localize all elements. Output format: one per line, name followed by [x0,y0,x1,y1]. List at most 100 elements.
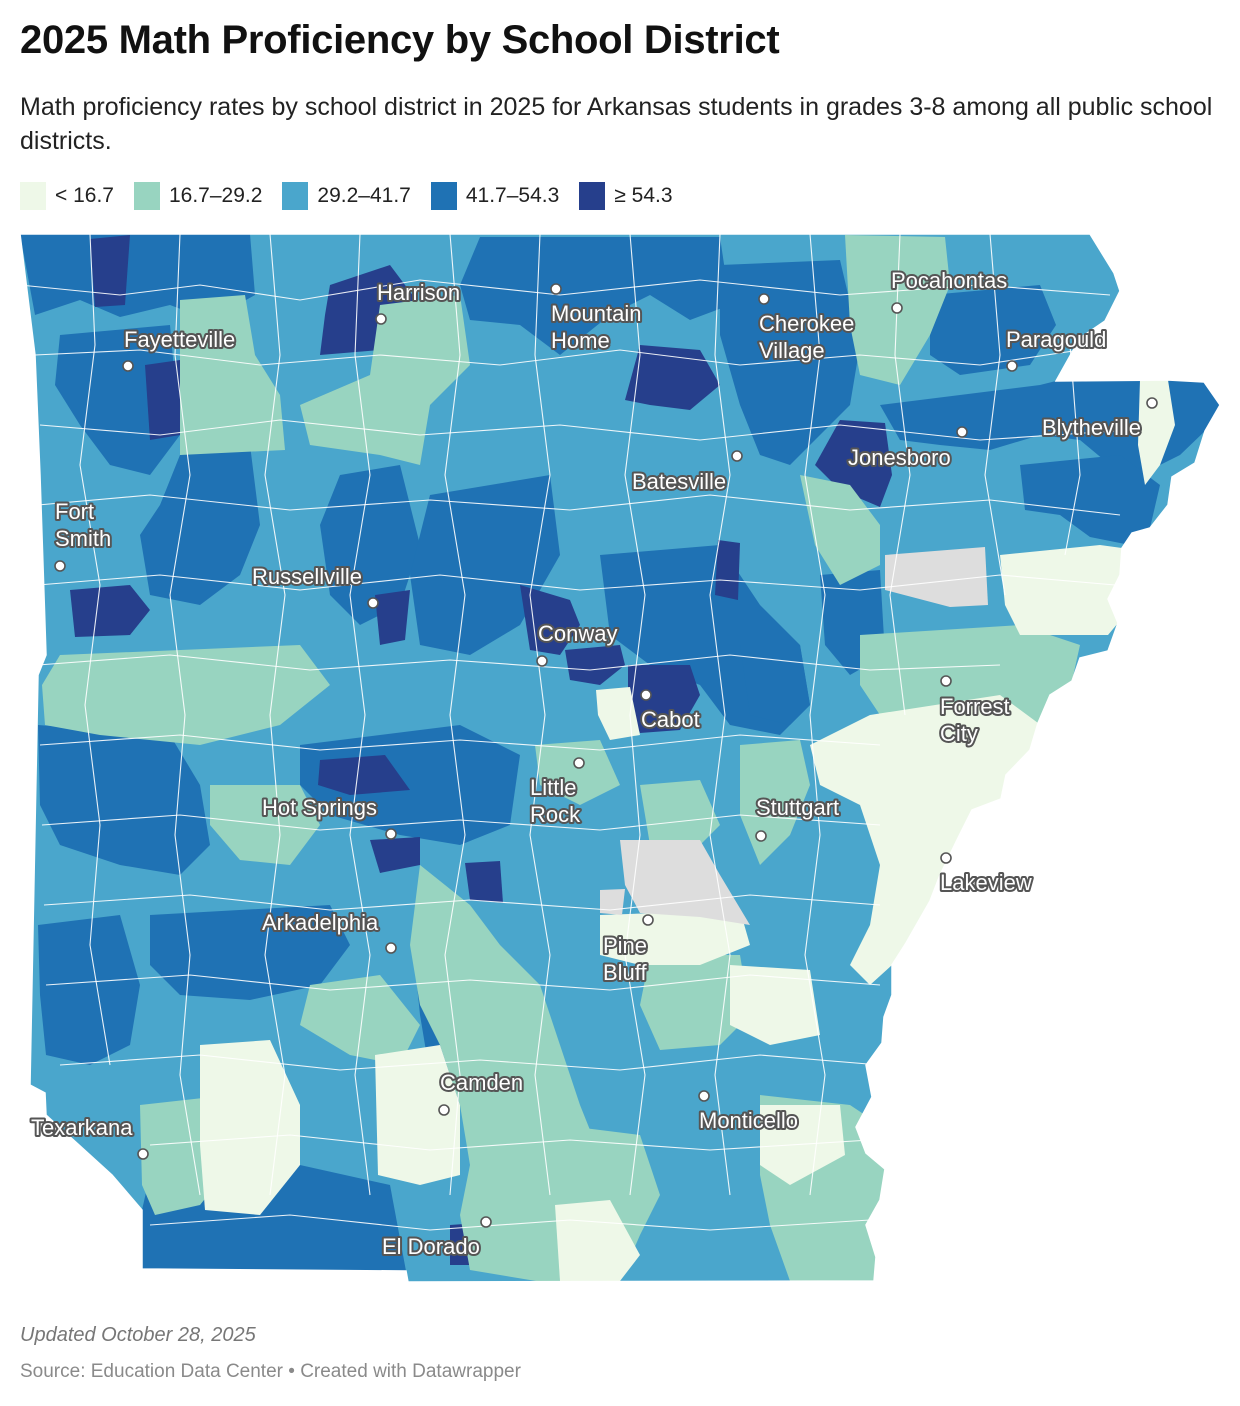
city-marker[interactable]: Stuttgart [754,793,841,842]
city-marker[interactable]: Arkadelphia [260,908,397,954]
city-marker[interactable]: Blytheville [1040,397,1158,442]
city-label: Russellville [252,564,362,589]
district-region[interactable] [465,861,503,903]
city-marker[interactable]: Hot Springs [260,793,397,840]
district-region[interactable] [1020,455,1160,545]
district-region[interactable] [300,975,420,1065]
district-region[interactable] [20,234,255,320]
district-region[interactable] [596,687,640,740]
city-label: Jonesboro [848,445,951,470]
city-dot [940,675,952,687]
city-dot [137,1148,149,1160]
city-marker[interactable]: Batesville [630,450,743,496]
district-region[interactable] [410,475,560,655]
district-region[interactable] [860,625,1080,730]
district-region[interactable] [300,725,520,845]
district-region[interactable] [90,235,130,307]
city-label: Lakeview [940,870,1032,895]
district-region[interactable] [800,475,880,585]
city-label: Cherokee [759,311,854,336]
city-dot [891,302,903,314]
city-dot [375,313,387,325]
city-marker[interactable]: Russellville [250,562,379,609]
district-region[interactable] [720,260,860,465]
district-region[interactable] [730,965,820,1045]
district-region[interactable] [535,740,620,805]
district-region[interactable] [42,645,330,745]
city-marker[interactable]: Conway [536,619,619,667]
legend-swatch [430,182,457,210]
city-marker[interactable]: Harrison [375,278,462,325]
city-dot [731,450,743,462]
district-region[interactable] [815,420,892,507]
city-marker[interactable]: Pocahontas [889,266,1009,314]
district-region[interactable] [760,1105,845,1185]
city-dot [438,1104,450,1116]
district-region[interactable] [200,1040,300,1215]
city-label: Harrison [377,280,460,305]
district-region[interactable] [600,910,750,965]
district-region[interactable] [300,295,470,465]
legend-label: ≥ 54.3 [614,184,673,207]
city-marker[interactable]: Paragould [1004,325,1108,372]
city-label: Home [551,328,610,353]
city-marker[interactable]: Lakeview [938,852,1034,897]
district-region[interactable] [70,585,150,637]
city-label: Fayetteville [124,327,235,352]
district-region[interactable] [318,755,410,795]
district-region[interactable] [810,695,1038,985]
district-region[interactable] [210,785,320,865]
city-marker[interactable]: Cabot [639,689,702,734]
city-marker[interactable]: Texarkana [29,1113,149,1160]
district-region[interactable] [740,645,810,725]
city-marker[interactable]: El Dorado [380,1216,492,1261]
district-region[interactable] [460,237,730,355]
district-region[interactable] [180,295,285,455]
legend-item: ≥ 54.3 [579,182,673,210]
city-dot [698,1090,710,1102]
district-region[interactable] [55,325,180,475]
district-region[interactable] [880,380,1220,475]
district-region[interactable] [375,1045,460,1185]
district-region[interactable] [628,665,700,733]
city-dot [1006,360,1018,372]
city-label: Bluff [603,960,648,985]
district-region[interactable] [600,889,625,915]
district-region[interactable] [1000,545,1122,635]
city-label: Arkadelphia [262,910,379,935]
city-dot [550,283,562,295]
district-region[interactable] [640,955,750,1050]
district-region[interactable] [640,780,720,855]
district-region[interactable] [375,590,410,645]
district-region[interactable] [38,725,210,875]
city-dot [480,1216,492,1228]
city-label: Blytheville [1042,415,1141,440]
district-region[interactable] [930,285,1056,375]
district-region[interactable] [885,547,988,607]
city-marker[interactable]: Monticello [697,1090,800,1135]
city-marker[interactable]: Fayetteville [122,325,237,372]
city-label: Cabot [641,707,700,732]
district-region[interactable] [565,645,625,685]
city-dot [640,689,652,701]
legend-label: 16.7–29.2 [168,184,263,207]
district-region[interactable] [715,540,740,600]
district-region[interactable] [370,837,420,873]
district-region[interactable] [38,915,140,1065]
legend-item: 29.2–41.7 [282,182,411,210]
district-region[interactable] [145,360,180,440]
district-region[interactable] [625,345,720,410]
city-label: Little [530,775,576,800]
district-region[interactable] [140,445,260,605]
city-label: Mountain [551,301,642,326]
city-marker[interactable]: Jonesboro [846,426,968,472]
city-marker[interactable]: Camden [438,1068,525,1116]
district-region[interactable] [620,840,750,925]
